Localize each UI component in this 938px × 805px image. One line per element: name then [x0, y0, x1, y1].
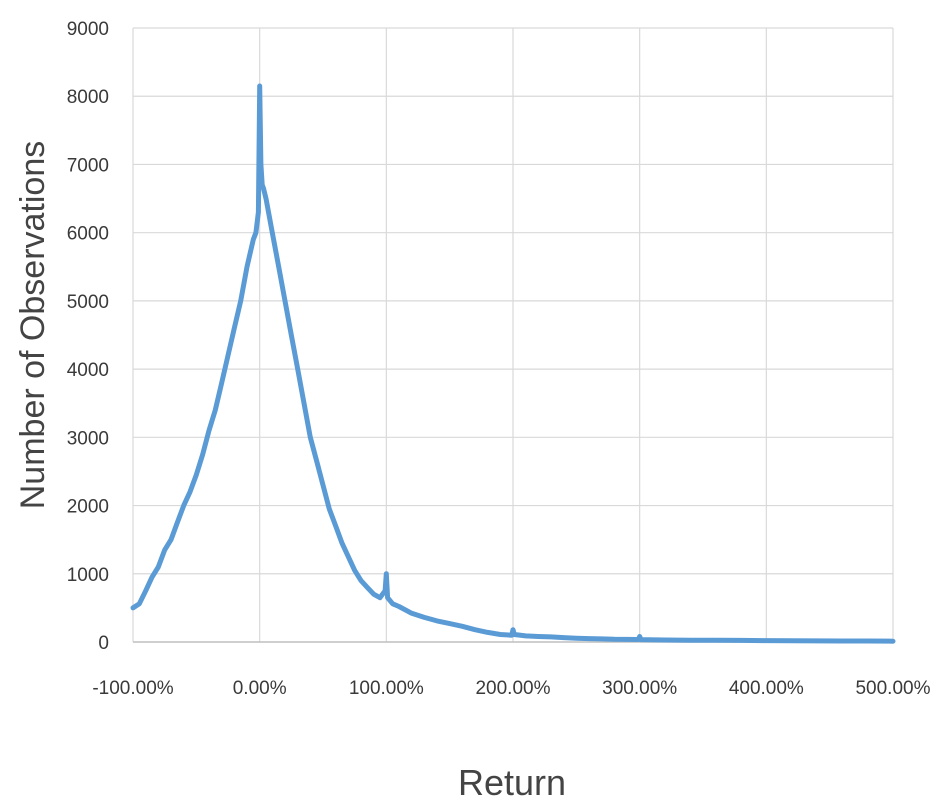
- y-tick-label: 0: [98, 633, 109, 654]
- x-tick-labels: -100.00% 0.00% 100.00% 200.00% 300.00% 400.00…: [92, 678, 930, 699]
- y-axis-title: Number of Observations: [14, 141, 52, 510]
- y-tick-label: 6000: [67, 224, 109, 245]
- grid-lines: [132, 27, 894, 643]
- series-layer: [130, 83, 896, 644]
- x-tick-label: 400.00%: [729, 678, 804, 699]
- x-tick-label: 300.00%: [602, 678, 677, 699]
- x-tick-label: 0.00%: [233, 678, 287, 699]
- y-tick-labels: 0 1000 2000 3000 4000 5000 6000 7000 8000 9000: [67, 19, 109, 654]
- x-axis-title: Return: [458, 762, 566, 803]
- y-tick-label: 1000: [67, 565, 109, 586]
- y-tick-label: 8000: [67, 87, 109, 108]
- y-tick-label: 7000: [67, 155, 109, 176]
- x-tick-label: 500.00%: [855, 678, 930, 699]
- series-line: [130, 83, 896, 644]
- y-tick-label: 5000: [67, 292, 109, 313]
- y-tick-label: 9000: [67, 19, 109, 40]
- x-tick-label: -100.00%: [92, 678, 173, 699]
- y-tick-label: 3000: [67, 428, 109, 449]
- x-tick-label: 200.00%: [475, 678, 550, 699]
- y-tick-label: 2000: [67, 497, 109, 518]
- y-tick-label: 4000: [67, 360, 109, 381]
- x-tick-label: 100.00%: [349, 678, 424, 699]
